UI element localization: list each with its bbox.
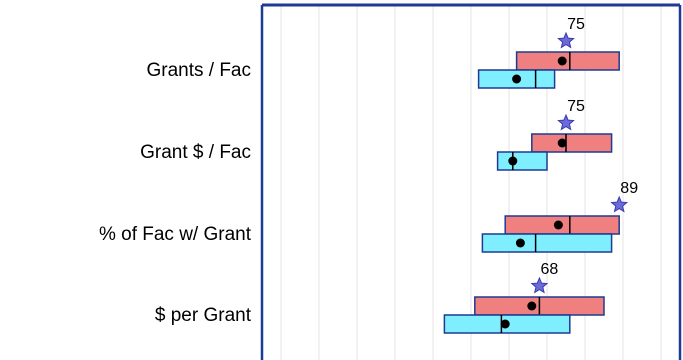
mean-dot <box>557 56 567 66</box>
mean-dot <box>527 301 537 311</box>
star-icon <box>557 113 575 131</box>
mean-dot <box>557 138 567 148</box>
score-label: 75 <box>567 16 585 33</box>
score-markers: 75 75 89 68 <box>530 16 638 294</box>
box <box>531 133 613 153</box>
category-label: Grant $ / Fac <box>140 142 251 163</box>
star-icon <box>610 195 629 213</box>
star-icon <box>530 276 549 294</box>
mean-dot <box>515 238 525 248</box>
mean-dot <box>553 220 563 230</box>
plot-frame <box>260 3 682 360</box>
category-labels: Grants / Fac Grant $ / Fac % of Fac w/ Gra… <box>99 60 252 326</box>
category-label: $ per Grant <box>155 305 252 326</box>
mean-dot <box>500 319 510 329</box>
category-label: Grants / Fac <box>146 60 251 81</box>
boxes <box>443 51 620 334</box>
score-label: 89 <box>620 180 638 197</box>
box <box>481 233 613 253</box>
mean-dot <box>512 74 522 84</box>
box <box>496 151 548 171</box>
mean-dot <box>508 156 518 166</box>
box <box>515 51 620 71</box>
score-label: 68 <box>541 261 559 278</box>
star-icon <box>557 31 575 49</box>
score-label: 75 <box>567 98 585 115</box>
gridlines <box>280 5 662 360</box>
category-label: % of Fac w/ Grant <box>99 224 252 245</box>
